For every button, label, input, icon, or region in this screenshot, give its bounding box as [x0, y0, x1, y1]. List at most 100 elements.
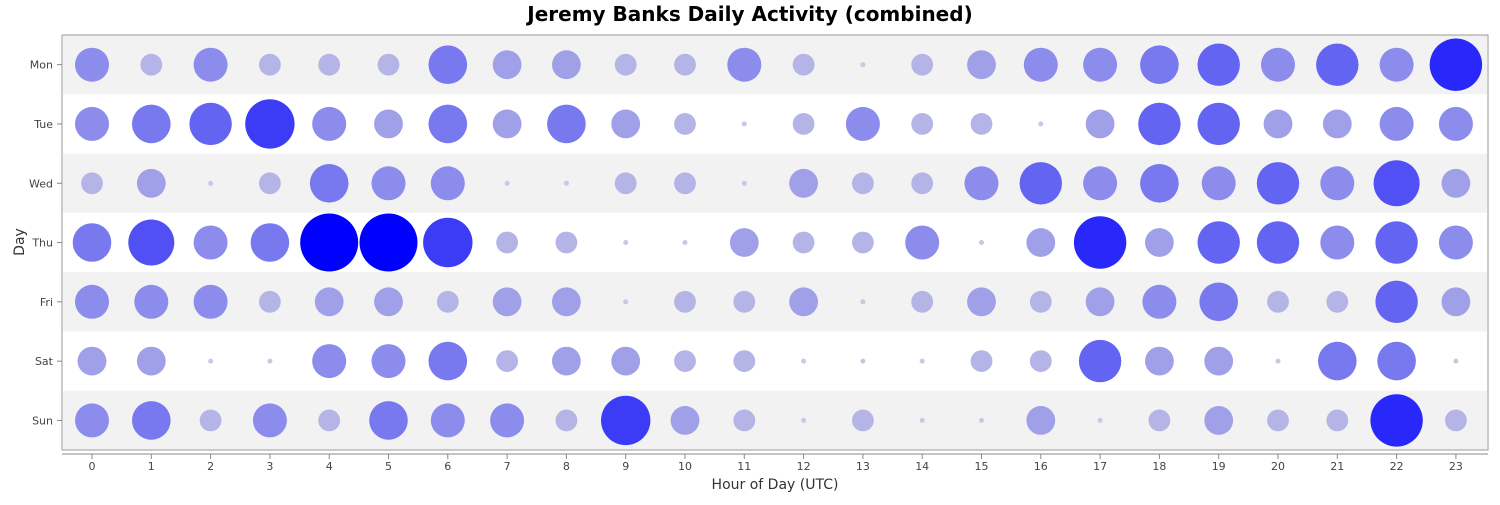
bubble-sat-23 [1453, 358, 1459, 364]
bubble-tue-22 [1379, 106, 1414, 141]
bubble-sun-17 [1097, 417, 1103, 423]
bubble-thu-14 [905, 225, 940, 260]
bubble-wed-2 [208, 180, 214, 186]
row-band-wed [63, 153, 1487, 213]
bubble-thu-7 [496, 231, 518, 254]
bubble-layer [72, 38, 1483, 447]
bubble-sun-7 [490, 403, 525, 438]
bubble-wed-1 [136, 168, 166, 198]
bubble-wed-9 [614, 172, 637, 195]
bubble-wed-6 [430, 166, 465, 201]
bubble-mon-18 [1140, 45, 1179, 84]
bubble-fri-10 [674, 290, 696, 313]
bubble-mon-21 [1316, 43, 1359, 86]
bubble-mon-15 [967, 50, 996, 80]
bubble-wed-16 [1019, 162, 1062, 205]
bubble-mon-4 [318, 53, 341, 76]
bubble-mon-9 [614, 53, 637, 76]
bubble-thu-19 [1197, 221, 1240, 264]
bubble-thu-6 [423, 217, 473, 268]
bubble-thu-21 [1320, 225, 1355, 260]
bubble-fri-22 [1375, 280, 1418, 323]
bubble-mon-5 [377, 53, 400, 76]
bubble-wed-20 [1256, 162, 1300, 205]
x-tick-label: 8 [563, 460, 570, 473]
bubble-thu-20 [1256, 221, 1300, 264]
bubble-fri-9 [623, 299, 629, 305]
chart-title: Jeremy Banks Daily Activity (combined) [525, 2, 972, 26]
bubble-tue-21 [1322, 109, 1352, 139]
bubble-sun-12 [801, 417, 807, 423]
x-tick-label: 7 [504, 460, 511, 473]
bubble-fri-8 [552, 287, 581, 317]
bubble-fri-14 [911, 290, 934, 313]
bubble-tue-12 [792, 113, 815, 135]
x-tick-label: 3 [266, 460, 273, 473]
bubble-wed-23 [1441, 168, 1471, 198]
bubble-sat-15 [970, 350, 993, 372]
bubble-tue-6 [428, 104, 468, 144]
x-tick-label: 14 [915, 460, 929, 473]
bubble-wed-14 [911, 172, 934, 195]
bubble-wed-17 [1083, 166, 1118, 201]
bubble-wed-19 [1201, 166, 1236, 201]
bubble-tue-9 [611, 109, 641, 139]
bubble-sat-5 [371, 344, 406, 379]
bubble-sat-22 [1377, 341, 1416, 381]
bubble-wed-21 [1320, 166, 1355, 201]
bubble-thu-1 [128, 219, 175, 266]
bubble-sun-15 [979, 417, 984, 423]
bubble-fri-1 [134, 284, 169, 319]
bubble-sat-21 [1318, 341, 1357, 381]
bubble-mon-1 [140, 53, 163, 76]
bubble-sun-1 [132, 401, 171, 440]
bubble-thu-23 [1438, 225, 1473, 260]
bubble-fri-15 [967, 287, 996, 317]
bubble-fri-11 [733, 290, 756, 313]
bubble-fri-4 [314, 287, 344, 317]
bubble-tue-2 [189, 102, 232, 146]
bubble-wed-12 [789, 168, 818, 198]
x-tick-label: 19 [1212, 460, 1226, 473]
bubble-fri-3 [259, 290, 281, 313]
bubble-tue-13 [845, 106, 880, 141]
x-tick-label: 5 [385, 460, 392, 473]
bubble-sun-16 [1026, 406, 1056, 435]
bubble-sat-2 [208, 358, 214, 364]
x-tick-label: 13 [856, 460, 870, 473]
bubble-mon-19 [1197, 43, 1240, 86]
bubble-sat-14 [919, 358, 925, 364]
bubble-wed-7 [504, 180, 510, 186]
y-tick-label: Sun [32, 414, 53, 427]
x-tick-label: 15 [975, 460, 989, 473]
bubble-tue-19 [1197, 102, 1240, 146]
bubble-sat-1 [136, 346, 166, 376]
bubble-sun-13 [852, 409, 874, 432]
bubble-wed-5 [371, 166, 406, 201]
bubble-sat-20 [1275, 358, 1281, 364]
bubble-fri-12 [789, 287, 818, 317]
x-tick-label: 22 [1390, 460, 1404, 473]
bubble-thu-3 [250, 223, 290, 262]
bubble-mon-14 [911, 53, 934, 76]
bubble-sat-3 [267, 358, 273, 364]
bubble-sun-19 [1204, 406, 1234, 435]
bubble-thu-4 [300, 213, 359, 272]
bubble-sat-19 [1204, 346, 1234, 376]
bubble-sat-9 [611, 346, 641, 376]
bubble-mon-11 [727, 47, 762, 82]
bubble-mon-7 [492, 50, 522, 80]
bubble-fri-6 [436, 290, 459, 313]
bubble-sat-11 [733, 350, 756, 372]
x-tick-label: 11 [737, 460, 751, 473]
bubble-fri-23 [1441, 287, 1471, 317]
bubble-tue-11 [741, 121, 747, 127]
y-tick-label: Fri [40, 296, 53, 309]
bubble-thu-10 [682, 240, 688, 245]
bubble-fri-2 [193, 284, 228, 319]
bubble-mon-17 [1083, 47, 1118, 82]
bubble-fri-16 [1029, 290, 1052, 313]
bubble-tue-16 [1038, 121, 1044, 127]
bubble-mon-3 [259, 53, 281, 76]
bubble-mon-13 [860, 62, 866, 68]
